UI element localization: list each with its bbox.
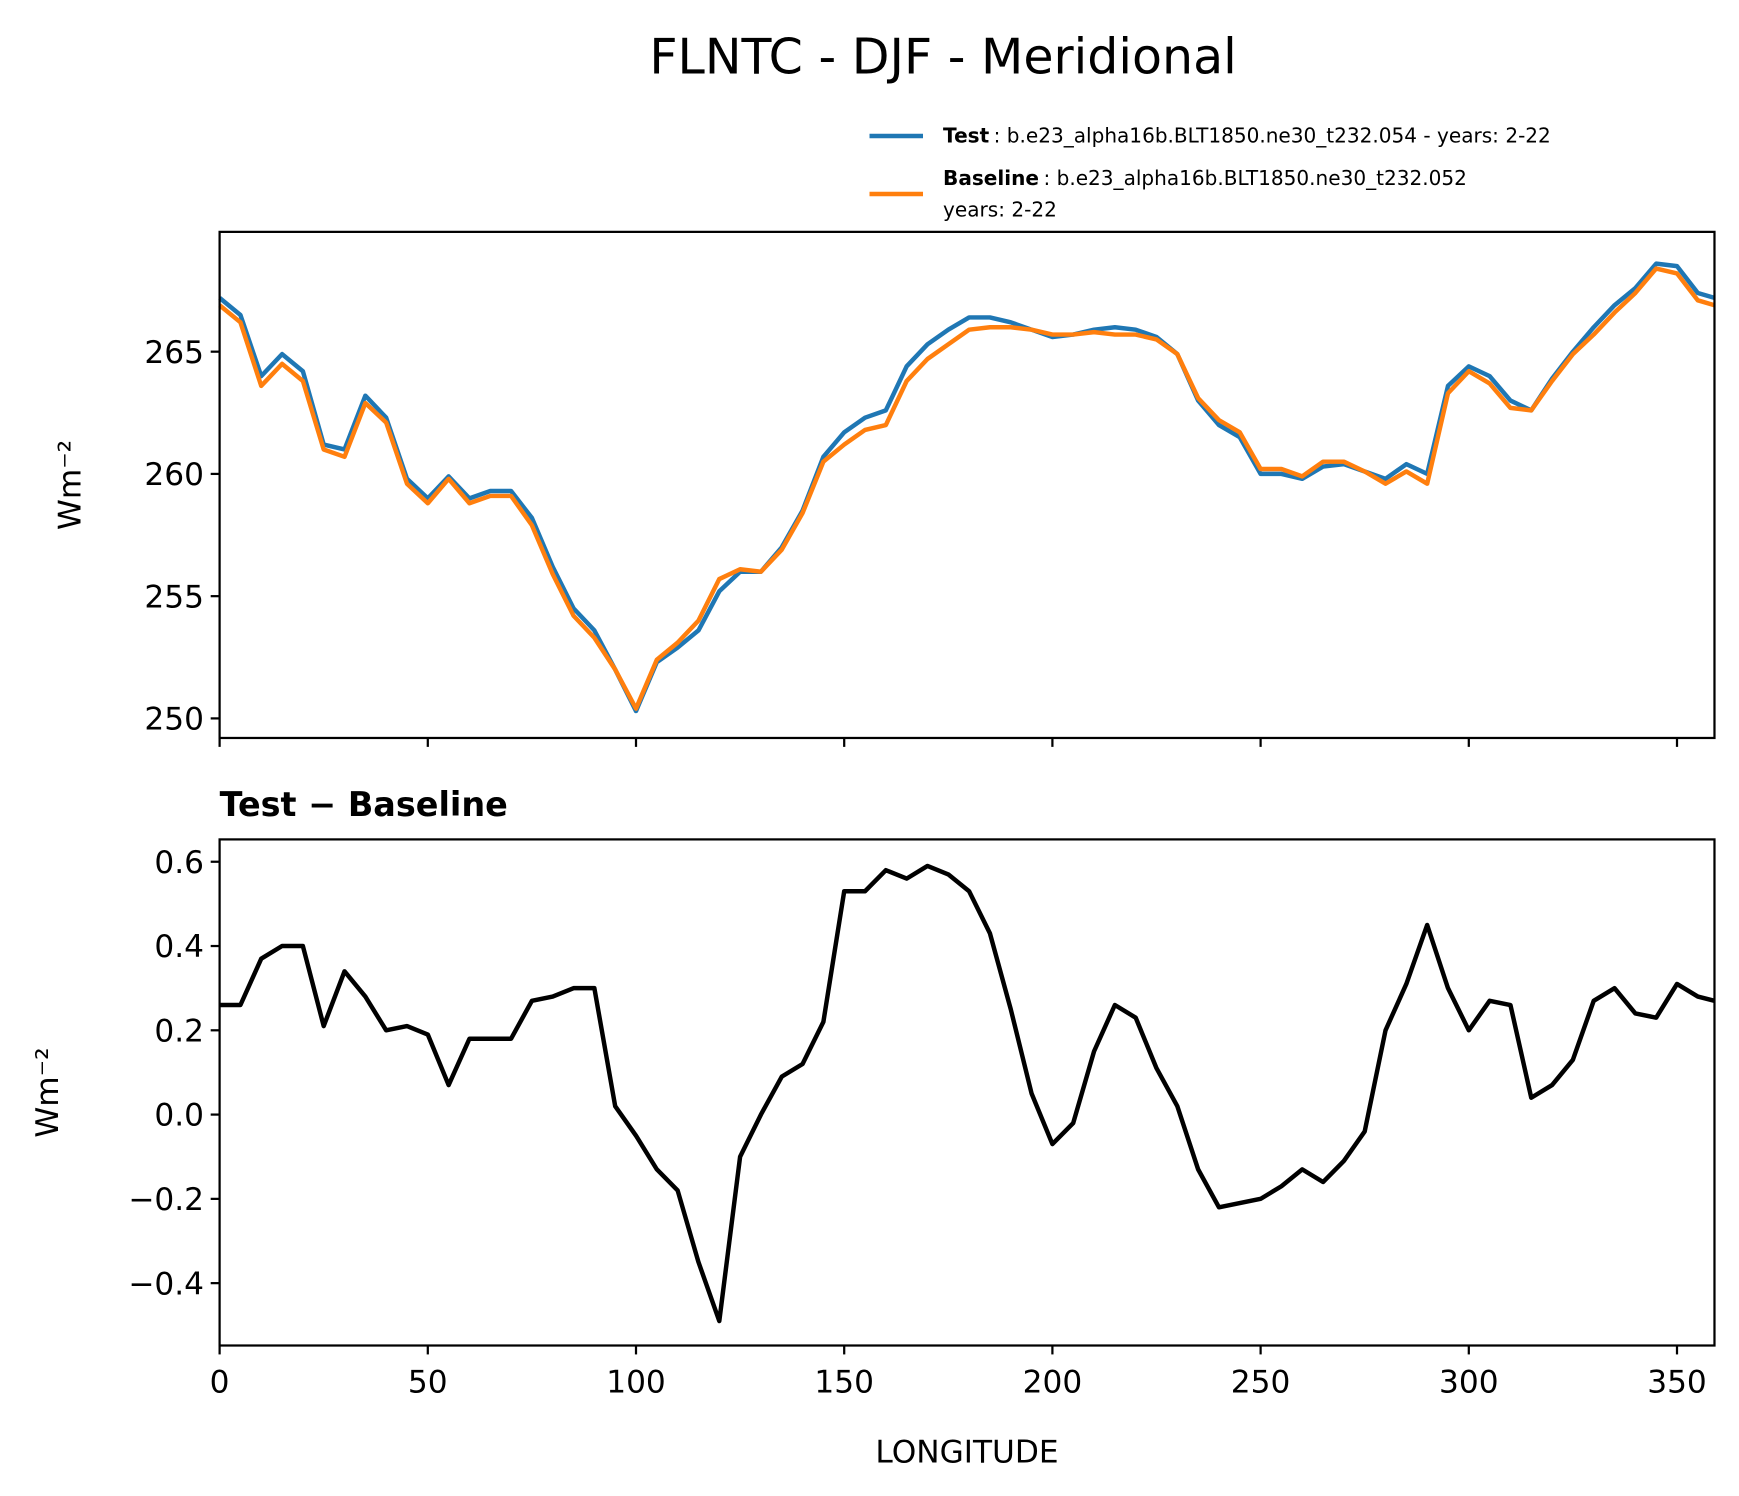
x-tick-label: 250: [1231, 1364, 1291, 1400]
x-tick-label: 300: [1439, 1364, 1499, 1400]
plot-frame: [218, 230, 1716, 740]
legend-name: Test: [943, 124, 990, 148]
legend-text: : b.e23_alpha16b.BLT1850.ne30_t232.054 -…: [994, 124, 1551, 148]
y-tick-label: 265: [144, 335, 204, 371]
data-line: [218, 266, 1716, 711]
y-tick-label: 0.0: [154, 1098, 204, 1134]
y-axis-label: Wm⁻²: [52, 440, 88, 530]
y-tick-label: 0.6: [154, 845, 204, 881]
legend-label: Baseline: b.e23_alpha16b.BLT1850.ne30_t2…: [943, 166, 1467, 190]
plot-frame: [218, 838, 1716, 1347]
y-tick-label: −0.4: [128, 1266, 204, 1302]
legend-entry: Baseline: b.e23_alpha16b.BLT1850.ne30_t2…: [943, 166, 1467, 221]
y-tick-label: 255: [144, 579, 204, 615]
x-tick-label: 100: [606, 1364, 666, 1400]
y-tick-label: 250: [144, 702, 204, 738]
legend-entry: Test: b.e23_alpha16b.BLT1850.ne30_t232.0…: [943, 124, 1551, 148]
subplot-title: Test − Baseline: [220, 785, 508, 824]
legend-text: : b.e23_alpha16b.BLT1850.ne30_t232.052: [1043, 166, 1466, 190]
x-tick-label: 0: [210, 1364, 230, 1400]
y-tick-label: 0.2: [154, 1013, 204, 1049]
x-tick-label: 350: [1647, 1364, 1707, 1400]
x-tick-label: 150: [814, 1364, 874, 1400]
legend-label: Test: b.e23_alpha16b.BLT1850.ne30_t232.0…: [943, 124, 1551, 148]
x-axis-label: LONGITUDE: [875, 1435, 1058, 1471]
legend-text: years: 2-22: [943, 197, 1057, 221]
y-tick-label: −0.2: [128, 1182, 204, 1218]
x-tick-label: 200: [1023, 1364, 1083, 1400]
y-tick-label: 0.4: [154, 929, 204, 965]
y-tick-label: 260: [144, 457, 204, 493]
data-line: [219, 863, 1716, 1324]
x-tick-label: 50: [408, 1364, 448, 1400]
y-axis-label: Wm⁻²: [30, 1047, 66, 1137]
data-line: [218, 261, 1716, 714]
legend-name: Baseline: [943, 166, 1039, 190]
figure-title: FLNTC - DJF - Meridional: [649, 28, 1236, 86]
